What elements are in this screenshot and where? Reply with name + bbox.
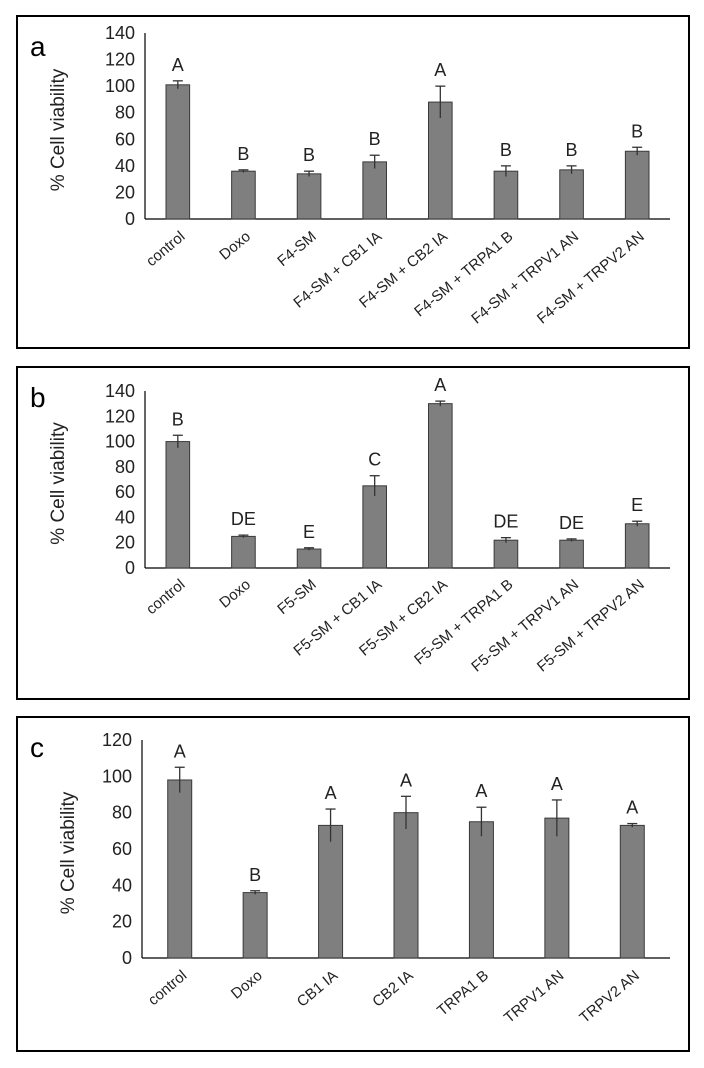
y-tick-label: 20 — [115, 182, 135, 202]
panel-letter-a: a — [30, 31, 46, 62]
panel-letter-b: b — [30, 382, 46, 413]
bar — [468, 821, 494, 959]
bar — [559, 169, 584, 220]
y-tick-label: 0 — [125, 209, 135, 229]
significance-letter: B — [172, 409, 184, 429]
bar — [165, 441, 191, 569]
y-tick-label: 100 — [105, 432, 135, 452]
category-label: Doxo — [228, 967, 266, 1003]
category-label: TRPV2 AN — [576, 967, 642, 1027]
bar — [165, 84, 191, 220]
panel-c: c — [16, 716, 690, 1052]
bar — [318, 824, 344, 959]
category-label: F5-SM + TRPV2 AN — [534, 576, 648, 675]
bar — [428, 403, 453, 569]
significance-letter: A — [174, 741, 186, 761]
bar — [428, 101, 453, 220]
y-tick-label: 20 — [115, 533, 135, 553]
significance-letter: A — [172, 55, 184, 75]
panel-letter-c: c — [30, 732, 44, 763]
bar — [624, 150, 650, 220]
y-tick-label: 120 — [105, 50, 135, 70]
y-tick-label: 40 — [115, 507, 135, 527]
significance-letter: A — [400, 770, 412, 790]
significance-letter: B — [566, 140, 578, 160]
category-label: CB1 IA — [294, 967, 341, 1011]
significance-letter: A — [626, 798, 638, 818]
bar — [296, 173, 322, 220]
y-tick-label: 100 — [102, 766, 132, 786]
y-tick-label: 60 — [112, 839, 132, 859]
bar — [362, 485, 387, 569]
bar — [619, 824, 645, 959]
significance-letter: B — [369, 129, 381, 149]
category-label: F5-SM + TRPV1 AN — [468, 576, 582, 675]
y-tick-label: 120 — [105, 406, 135, 426]
bar — [231, 535, 256, 569]
category-label: control — [143, 576, 188, 618]
y-tick-label: 80 — [115, 103, 135, 123]
y-tick-label: 100 — [105, 76, 135, 96]
significance-letter: A — [434, 60, 446, 80]
bar — [493, 170, 519, 220]
significance-letter: B — [237, 144, 249, 164]
bar — [296, 548, 322, 569]
bar — [231, 170, 256, 220]
category-label: TRPV1 AN — [501, 967, 567, 1027]
significance-letter: C — [368, 450, 381, 470]
bar — [362, 161, 387, 220]
y-axis-title: % Cell viability — [58, 791, 79, 914]
significance-letter: A — [325, 783, 337, 803]
y-tick-label: 80 — [112, 803, 132, 823]
category-label: control — [145, 967, 190, 1009]
category-label: TRPA1 B — [434, 967, 492, 1019]
bar — [393, 812, 419, 959]
category-label: F4-SM + TRPV1 AN — [468, 228, 582, 327]
category-label: CB2 IA — [369, 967, 416, 1011]
significance-letter: A — [434, 375, 446, 395]
significance-letter: E — [631, 495, 643, 515]
bar — [167, 779, 193, 959]
category-label: control — [143, 228, 188, 270]
y-axis-title: % Cell viability — [48, 422, 69, 545]
y-tick-label: 20 — [112, 912, 132, 932]
y-tick-label: 80 — [115, 457, 135, 477]
bar — [559, 539, 584, 569]
y-tick-label: 0 — [125, 558, 135, 578]
y-tick-label: 40 — [115, 156, 135, 176]
significance-letter: DE — [493, 512, 518, 532]
significance-letter: A — [551, 774, 563, 794]
y-tick-label: 0 — [122, 948, 132, 968]
y-axis-title: % Cell viability — [48, 68, 69, 191]
bar — [493, 539, 519, 569]
y-tick-label: 40 — [112, 875, 132, 895]
significance-letter: B — [500, 140, 512, 160]
category-label: F4-SM — [274, 228, 319, 270]
y-tick-label: 140 — [105, 23, 135, 43]
bar — [624, 523, 650, 569]
category-label: F5-SM — [274, 576, 319, 618]
y-tick-label: 60 — [115, 129, 135, 149]
category-label: Doxo — [216, 228, 254, 264]
significance-letter: DE — [231, 509, 256, 529]
bar — [242, 892, 268, 959]
y-tick-label: 120 — [102, 730, 132, 750]
significance-letter: B — [249, 865, 261, 885]
significance-letter: DE — [559, 513, 584, 533]
category-label: Doxo — [216, 576, 254, 612]
y-tick-label: 140 — [105, 381, 135, 401]
significance-letter: B — [303, 145, 315, 165]
y-tick-label: 60 — [115, 482, 135, 502]
significance-letter: E — [303, 522, 315, 542]
panel-b: b — [16, 366, 690, 700]
category-label: F4-SM + TRPV2 AN — [534, 228, 648, 327]
significance-letter: B — [631, 121, 643, 141]
bar — [544, 817, 570, 959]
significance-letter: A — [475, 781, 487, 801]
